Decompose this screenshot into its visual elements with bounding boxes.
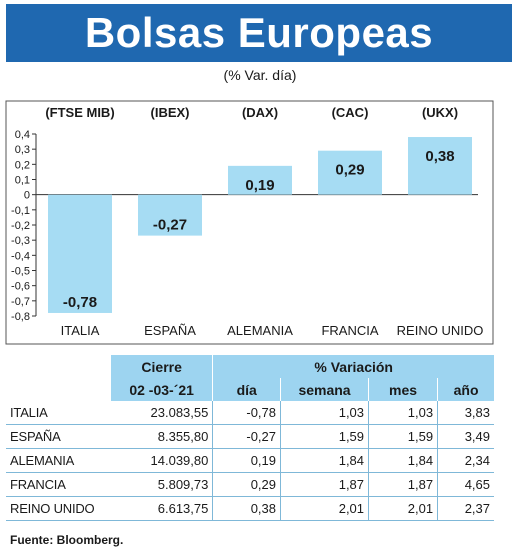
row-name: ITALIA	[6, 401, 111, 425]
row-semana: 2,01	[279, 496, 369, 521]
row-mes: 1,59	[368, 424, 438, 449]
table-row: FRANCIA 5.809,73 0,29 1,87 1,87 4,65	[6, 472, 494, 497]
bar-alemania	[228, 165, 292, 195]
y-tick-label: -0,8	[11, 311, 30, 323]
y-tick-label: 0,1	[15, 175, 30, 187]
index-label: (IBEX)	[151, 105, 190, 120]
index-label: (UKX)	[422, 105, 458, 120]
x-tick-label: ESPAÑA	[144, 323, 196, 338]
chart-frame	[5, 100, 494, 345]
row-mes: 1,03	[368, 401, 438, 425]
row-mes: 2,01	[368, 496, 438, 521]
row-cierre: 14.039,80	[110, 448, 213, 473]
y-tick-label: -0,1	[11, 205, 30, 217]
table-header-sub: 02 -03-´21 día semana mes año	[6, 378, 494, 401]
row-mes: 1,87	[368, 472, 438, 497]
y-tick-label: -0,4	[11, 250, 30, 262]
row-name: REINO UNIDO	[6, 496, 111, 521]
row-name: ALEMANIA	[6, 448, 111, 473]
header-cierre: Cierre	[110, 355, 213, 378]
bar-francia	[318, 150, 382, 195]
header-semana: semana	[279, 378, 369, 401]
data-label: -0,78	[63, 294, 97, 311]
y-tick-label: 0,4	[15, 129, 30, 141]
x-tick-label: REINO UNIDO	[397, 323, 484, 338]
header-empty	[6, 355, 111, 378]
index-label: (CAC)	[332, 105, 369, 120]
title-bar: Bolsas Europeas	[6, 4, 512, 62]
row-dia: -0,27	[212, 424, 281, 449]
chart-title: Bolsas Europeas	[84, 9, 434, 56]
row-ano: 3,49	[437, 424, 494, 449]
row-name: ESPAÑA	[6, 424, 111, 449]
header-variacion: % Variación	[212, 355, 494, 378]
row-name: FRANCIA	[6, 472, 111, 497]
x-tick-label: FRANCIA	[321, 323, 378, 338]
row-semana: 1,84	[279, 448, 369, 473]
bar-chart: 0,4 0,3 0,2 0,1 0 -0,1 -0,2 -0,3 -0,4 -0,5 -0,6 -0,…	[5, 100, 494, 345]
table-row: REINO UNIDO 6.613,75 0,38 2,01 2,01 2,37	[6, 496, 494, 521]
y-tick-label: -0,5	[11, 266, 30, 278]
row-semana: 1,87	[279, 472, 369, 497]
header-dia: día	[212, 378, 281, 401]
row-dia: -0,78	[212, 401, 281, 425]
data-label: -0,27	[153, 217, 187, 234]
x-tick-label: ITALIA	[61, 323, 100, 338]
row-cierre: 5.809,73	[110, 472, 213, 497]
row-ano: 2,37	[437, 496, 494, 521]
row-dia: 0,38	[212, 496, 281, 521]
row-ano: 2,34	[437, 448, 494, 473]
row-cierre: 8.355,80	[110, 424, 213, 449]
data-table: Cierre % Variación 02 -03-´21 día semana…	[6, 355, 494, 521]
source-note: Fuente: Bloomberg.	[10, 533, 124, 547]
chart-subtitle: (% Var. día)	[223, 67, 297, 83]
data-label: 0,19	[245, 177, 274, 194]
header-fecha: 02 -03-´21	[110, 378, 213, 401]
header-mes: mes	[368, 378, 438, 401]
y-tick-label: 0,2	[15, 159, 30, 171]
table-row: ALEMANIA 14.039,80 0,19 1,84 1,84 2,34	[6, 448, 494, 473]
header-ano: año	[437, 378, 494, 401]
index-label: (DAX)	[242, 105, 278, 120]
y-tick-label: -0,3	[11, 235, 30, 247]
x-tick-label: ALEMANIA	[227, 323, 293, 338]
y-tick-label: -0,6	[11, 281, 30, 293]
y-tick-label: 0,3	[15, 144, 30, 156]
y-tick-label: -0,2	[11, 220, 30, 232]
row-dia: 0,29	[212, 472, 281, 497]
row-semana: 1,59	[279, 424, 369, 449]
row-ano: 4,65	[437, 472, 494, 497]
y-tick-label: -0,7	[11, 296, 30, 308]
bar-españa	[138, 194, 202, 236]
row-dia: 0,19	[212, 448, 281, 473]
bar-italia	[48, 194, 112, 313]
table-row: ESPAÑA 8.355,80 -0,27 1,59 1,59 3,49	[6, 424, 494, 449]
y-tick-label: 0	[24, 190, 30, 202]
index-label: (FTSE MIB)	[45, 105, 114, 120]
row-cierre: 23.083,55	[110, 401, 213, 425]
row-ano: 3,83	[437, 401, 494, 425]
row-cierre: 6.613,75	[110, 496, 213, 521]
row-mes: 1,84	[368, 448, 438, 473]
row-semana: 1,03	[279, 401, 369, 425]
table-header-top: Cierre % Variación	[6, 355, 494, 378]
table-row: ITALIA 23.083,55 -0,78 1,03 1,03 3,83	[6, 401, 494, 425]
data-label: 0,38	[425, 148, 454, 165]
data-label: 0,29	[335, 162, 364, 179]
header-empty-2	[6, 378, 111, 401]
bar-reino-unido	[408, 137, 472, 195]
